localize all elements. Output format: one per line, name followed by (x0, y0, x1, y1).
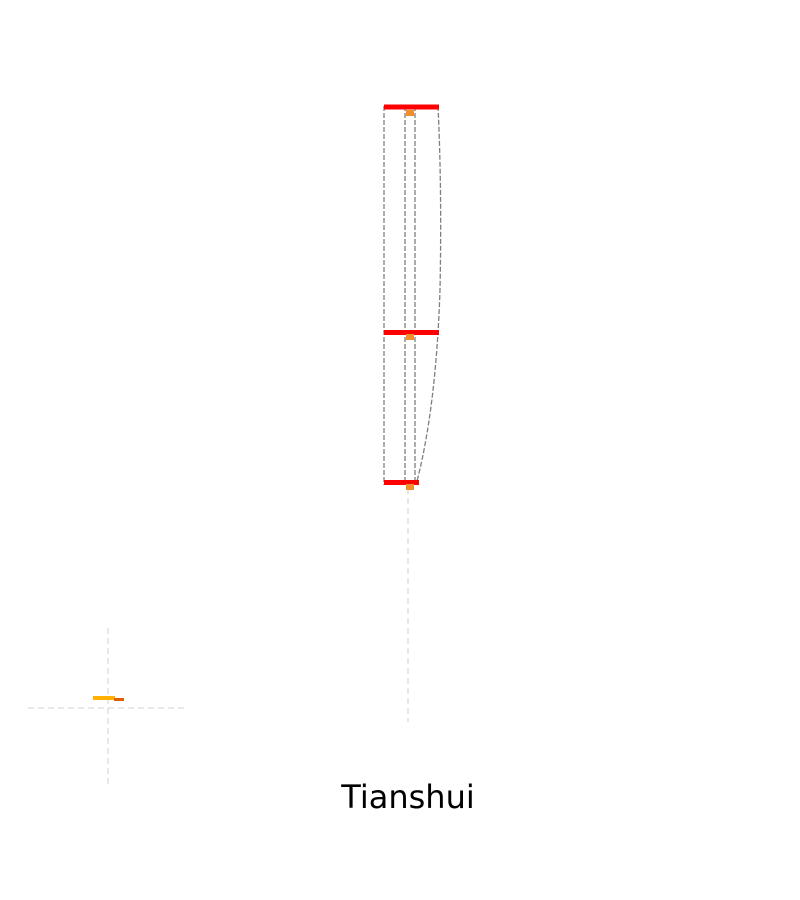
level-markers (406, 110, 414, 490)
middle-level-bar (384, 330, 439, 335)
mini-glyph-body (93, 696, 115, 700)
mini-crosshair (28, 628, 188, 788)
caption-label: Tianshui (340, 778, 474, 816)
base-level-bar (384, 480, 419, 485)
top-level-marker (406, 110, 414, 116)
floor-bars (384, 104, 439, 485)
structure-outline (383, 105, 442, 486)
base-level-marker (406, 484, 414, 490)
outline-right-curve (415, 105, 442, 486)
middle-level-marker (406, 334, 414, 340)
top-level-bar (384, 104, 439, 110)
mini-glyph-accent (114, 698, 124, 701)
